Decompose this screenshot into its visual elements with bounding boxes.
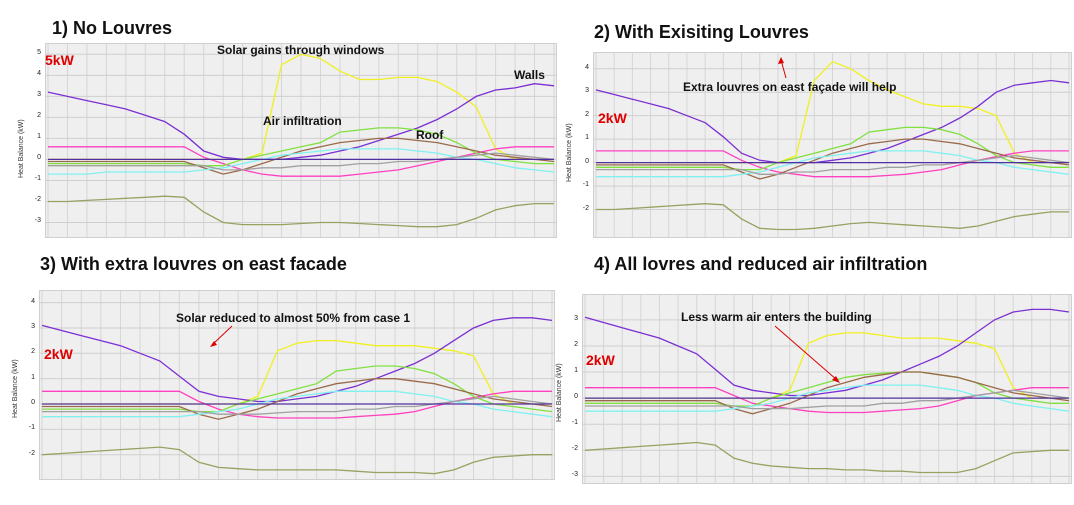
y-tick-label: 3 [585,87,589,95]
series-line-2 [596,150,1069,178]
series-line-3 [585,371,1069,407]
series-line-4 [42,378,553,420]
y-tick-label: -2 [34,196,41,204]
chart-plot-2 [594,53,1071,237]
series-line-1 [595,79,1070,164]
series-line-6 [48,152,555,171]
chart-panel-2 [593,52,1072,238]
series-line-5 [596,150,1070,178]
series-line-2 [48,146,554,177]
scale-label-3: 2kW [44,346,73,362]
series-line-7 [41,446,552,475]
series-line-7 [48,195,554,228]
chart-plot-4 [583,295,1071,483]
chart-panel-3 [39,290,555,480]
y-tick-label: 1 [31,373,35,381]
chart-title-4: 4) All lovres and reduced air infiltrati… [594,254,928,274]
chart-title-3: 3) With extra louvres on east facade [40,254,347,274]
y-tick-label: -1 [34,175,41,183]
series-line-5 [585,384,1070,412]
scale-label-2: 2kW [598,110,627,126]
y-tick-label: 3 [574,314,578,322]
y-tick-label: 0 [37,154,41,162]
series-line-7 [596,203,1069,231]
annotation-walls: Walls [514,68,545,82]
y-tick-label: 0 [574,393,578,401]
y-tick-label: -2 [571,445,578,453]
y-tick-label: 1 [37,133,41,141]
y-tick-label: -2 [582,204,589,212]
y-tick-label: 4 [585,63,589,71]
y-tick-label: 0 [585,157,589,165]
annotation-less-warm-air: Less warm air enters the building [681,310,872,324]
series-line-6 [585,389,1070,410]
chart-plot-1 [46,44,556,237]
y-tick-label: 2 [574,340,578,348]
annotation-roof: Roof [416,128,444,142]
y-tick-label: -3 [34,217,41,225]
y-tick-label: -1 [28,424,35,432]
series-line-2 [42,390,552,419]
scale-label-1: 5kW [45,52,74,68]
series-line-4 [585,371,1070,415]
y-tick-label: 5 [37,49,41,57]
y-tick-label: -1 [571,419,578,427]
series-line-1 [584,308,1070,397]
series-line-7 [584,441,1069,474]
series-line-1 [41,317,553,403]
series-line-4 [596,138,1070,180]
y-tick-label: 2 [585,110,589,118]
y-tick-label: 2 [31,348,35,356]
y-tick-label: 3 [37,91,41,99]
chart-panel-1 [45,43,557,238]
y-tick-label: -1 [582,181,589,189]
y-tick-label: -2 [28,449,35,457]
series-line-4 [48,137,555,175]
y-tick-label: 3 [31,322,35,330]
y-tick-label: 0 [31,399,35,406]
series-line-5 [42,390,553,418]
series-line-6 [42,395,553,415]
y-tick-label: 1 [585,134,589,142]
chart-title-2: 2) With Exisiting Louvres [594,22,809,42]
annotation-solar-reduced: Solar reduced to almost 50% from case 1 [176,311,411,325]
series-line-1 [47,83,555,161]
y-tick-label: 2 [37,112,41,120]
annotation-air-infiltration: Air infiltration [263,114,342,128]
y-tick-label: -3 [571,471,578,479]
chart-panel-4 [582,294,1072,484]
series-line-6 [596,154,1070,175]
scale-label-4: 2kW [586,352,615,368]
annotation-extra-louvres: Extra louvres on east façade will help [683,80,897,94]
y-tick-label: 4 [31,297,35,305]
series-line-5 [48,148,555,175]
chart-title-1: 1) No Louvres [52,18,173,38]
y-tick-label: 1 [574,367,578,375]
chart-plot-3 [40,291,554,479]
y-tick-label: 4 [37,70,41,78]
annotation-solar-gains: Solar gains through windows [217,43,385,57]
